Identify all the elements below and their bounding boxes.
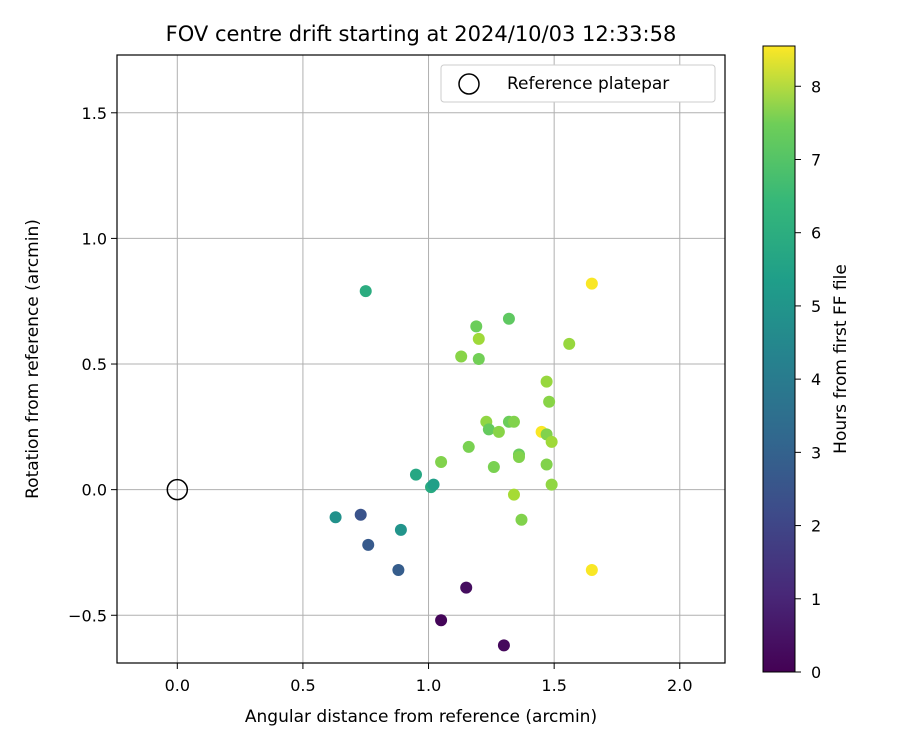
scatter-point (492, 425, 505, 438)
colorbar-tick-label: 0 (811, 663, 821, 682)
x-axis-label: Angular distance from reference (arcmin) (245, 707, 597, 727)
colorbar-tick-label: 7 (811, 150, 821, 169)
colorbar-label: Hours from first FF file (831, 264, 851, 454)
scatter-point (472, 332, 485, 345)
reference-platepar-marker (166, 478, 189, 501)
scatter-point (540, 375, 553, 388)
scatter-point (502, 312, 515, 325)
legend-entry-reference-platepar: Reference platepar (507, 74, 669, 94)
scatter-point (427, 478, 440, 491)
scatter-point (354, 508, 367, 521)
scatter-point (394, 523, 407, 536)
colorbar-ticks: 0 1 2 3 4 5 6 7 8 (795, 77, 821, 682)
scatter-point (470, 320, 483, 333)
colorbar-tick-label: 1 (811, 590, 821, 609)
scatter-point (329, 511, 342, 524)
x-tick-label: 0.0 (165, 676, 190, 695)
scatter-point (497, 639, 510, 652)
colorbar-tick-label: 4 (811, 370, 821, 389)
y-axis-label: Rotation from reference (arcmin) (23, 219, 43, 499)
chart-title: FOV centre drift starting at 2024/10/03 … (166, 22, 677, 46)
grid-x (176, 55, 681, 663)
scatter-point (545, 435, 558, 448)
y-axis-ticks: −0.5 0.0 0.5 1.0 1.5 (68, 104, 117, 625)
scatter-point (585, 277, 598, 290)
scatter-point (472, 353, 485, 365)
scatter-point (362, 538, 375, 551)
scatter-point (409, 468, 422, 481)
scatter-point (435, 456, 448, 469)
plot-frame-bg (117, 55, 725, 663)
legend: Reference platepar (440, 64, 716, 103)
scatter-point (540, 458, 553, 471)
scatter-point (515, 513, 528, 526)
grid-y (117, 112, 725, 616)
y-tick-label: −0.5 (68, 606, 107, 625)
y-tick-label: 1.0 (82, 229, 107, 248)
scatter-point (482, 423, 495, 436)
scatter-point (487, 461, 500, 474)
colorbar-tick-label: 5 (811, 297, 821, 316)
scatter-point (455, 350, 468, 363)
plot-area (116, 54, 726, 664)
scatter-point (507, 488, 520, 501)
x-tick-label: 1.0 (416, 676, 441, 695)
y-tick-label: 0.5 (82, 355, 107, 374)
scatter-point (460, 581, 473, 594)
y-tick-label: 1.5 (82, 104, 107, 123)
scatter-point (359, 285, 372, 298)
y-tick-label: 0.0 (82, 481, 107, 500)
colorbar-tick-label: 3 (811, 443, 821, 462)
scatter-point (543, 395, 556, 408)
legend-marker-icon (458, 73, 480, 95)
colorbar: 0 1 2 3 4 5 6 7 8 Hours from first FF file (762, 45, 851, 682)
scatter-points (329, 277, 598, 652)
colorbar-tick-label: 6 (811, 224, 821, 243)
x-tick-label: 2.0 (667, 676, 692, 695)
colorbar-tick-label: 2 (811, 517, 821, 536)
scatter-point (563, 337, 576, 350)
x-tick-label: 0.5 (290, 676, 315, 695)
scatter-point (462, 440, 475, 453)
x-axis-ticks: 0.0 0.5 1.0 1.5 2.0 (165, 663, 693, 695)
colorbar-gradient (762, 45, 796, 673)
scatter-point (507, 415, 520, 428)
colorbar-tick-label: 8 (811, 77, 821, 96)
scatter-point (545, 478, 558, 491)
x-tick-label: 1.5 (541, 676, 566, 695)
plot-frame (116, 54, 726, 664)
scatter-point (512, 450, 525, 463)
scatter-point (392, 564, 405, 577)
legend-box (440, 64, 716, 103)
scatter-point (435, 614, 448, 627)
scatter-point (585, 564, 598, 577)
